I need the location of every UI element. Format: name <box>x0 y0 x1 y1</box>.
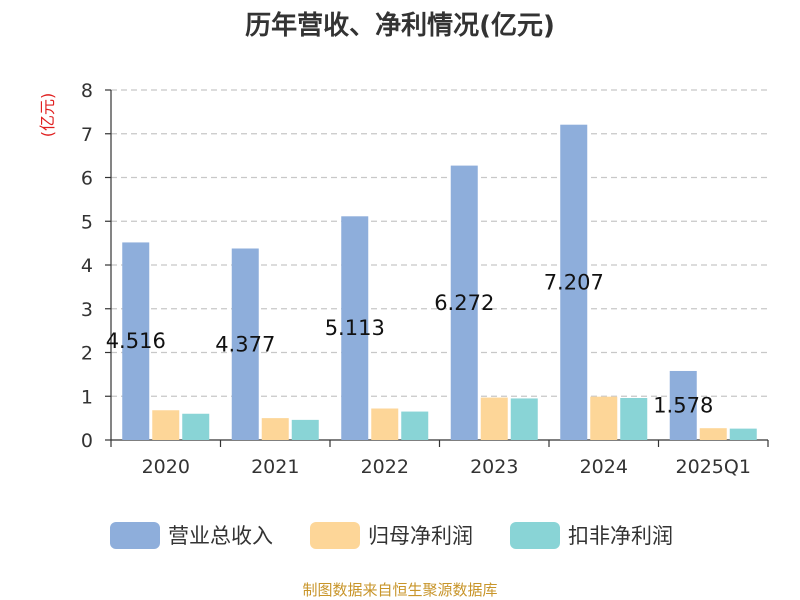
chart-title: 历年营收、净利情况(亿元) <box>245 10 555 41</box>
gridlines <box>111 89 768 397</box>
data-label: 5.113 <box>325 316 385 340</box>
y-tick-label: 5 <box>81 211 93 233</box>
legend-label[interactable]: 扣非净利润 <box>568 524 673 548</box>
data-label: 1.578 <box>653 393 713 417</box>
bar-series-2-2022[interactable] <box>401 411 429 440</box>
y-tick-label: 8 <box>81 80 93 102</box>
data-label: 4.516 <box>106 329 166 353</box>
bar-series-1-2021[interactable] <box>261 418 289 440</box>
bar-series-0-2020[interactable] <box>122 242 150 440</box>
y-tick-label: 4 <box>81 255 93 277</box>
x-tick-label: 2024 <box>580 456 628 478</box>
bar-series-1-2022[interactable] <box>371 408 399 441</box>
data-label: 6.272 <box>434 291 494 315</box>
bar-series-2-2025Q1[interactable] <box>729 428 757 440</box>
bar-series-1-2023[interactable] <box>480 397 508 440</box>
bar-series-0-2025Q1[interactable] <box>669 370 697 440</box>
bar-series-1-2024[interactable] <box>590 396 618 440</box>
legend[interactable]: 营业总收入 归母净利润 扣非净利润 <box>110 522 673 549</box>
bar-series-1-2025Q1[interactable] <box>699 428 727 440</box>
bar-series-0-2022[interactable] <box>341 216 369 440</box>
legend-label[interactable]: 营业总收入 <box>168 524 273 548</box>
axes: 0 1 2 3 4 5 6 7 8 2020 2021 2022 2023 2024 2025Q1 <box>81 80 769 478</box>
data-labels: 4.516 4.377 5.113 6.272 7.207 1.578 <box>106 270 714 417</box>
bar-series-0-2024[interactable] <box>560 124 588 440</box>
y-axis-label: (亿元) <box>38 93 57 138</box>
bar-series-0-2023[interactable] <box>450 165 478 440</box>
bar-series-1-2020[interactable] <box>152 410 180 440</box>
x-tick-label: 2021 <box>251 456 299 478</box>
y-tick-label: 0 <box>81 430 93 452</box>
y-tick-label: 1 <box>81 386 93 408</box>
x-tick-label: 2023 <box>470 456 518 478</box>
y-tick-label: 7 <box>81 124 93 146</box>
bar-series-2-2020[interactable] <box>182 413 210 440</box>
x-tick-label: 2022 <box>361 456 409 478</box>
legend-swatch[interactable] <box>310 522 360 549</box>
x-tick-label: 2020 <box>142 456 190 478</box>
bar-series-2-2021[interactable] <box>291 419 319 440</box>
bar-series-0-2021[interactable] <box>231 248 259 440</box>
legend-swatch[interactable] <box>510 522 560 549</box>
y-tick-label: 3 <box>81 299 93 321</box>
bars <box>122 124 757 441</box>
legend-swatch[interactable] <box>110 522 160 549</box>
legend-label[interactable]: 归母净利润 <box>368 524 473 548</box>
bar-series-2-2023[interactable] <box>510 398 538 440</box>
y-tick-label: 6 <box>81 168 93 190</box>
data-source-note: 制图数据来自恒生聚源数据库 <box>302 581 497 599</box>
y-tick-label: 2 <box>81 343 93 365</box>
x-tick-label: 2025Q1 <box>676 456 751 478</box>
data-label: 4.377 <box>215 332 275 356</box>
data-label: 7.207 <box>544 270 604 294</box>
bar-series-2-2024[interactable] <box>620 398 648 440</box>
